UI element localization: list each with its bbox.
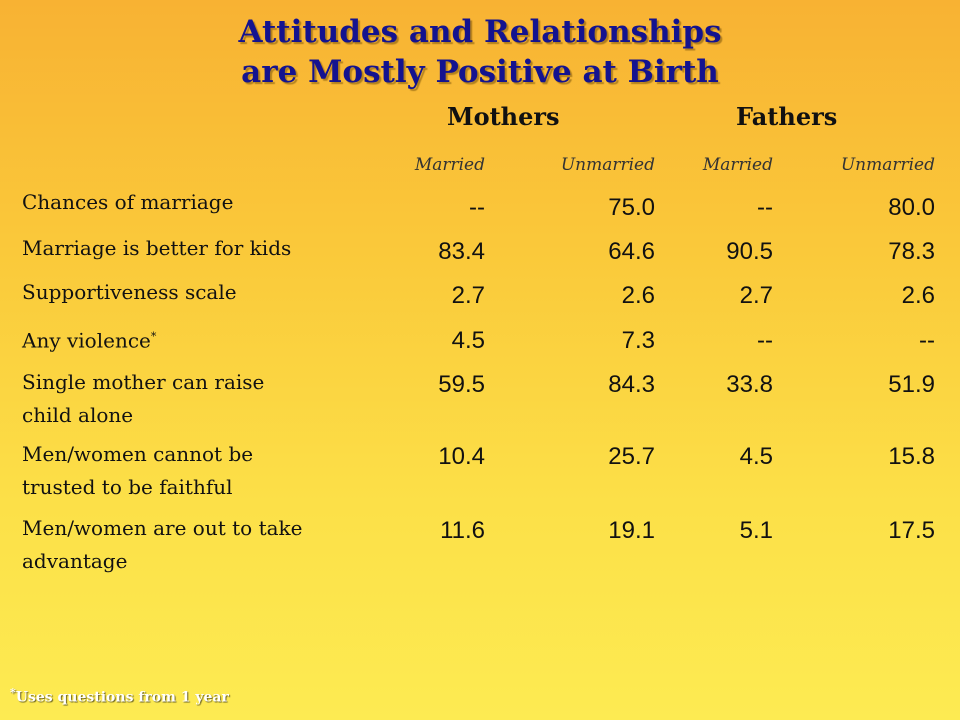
footnote-text: Uses questions from 1 year bbox=[15, 689, 229, 706]
cell-r5-mothers-married: 59.5 bbox=[438, 371, 485, 398]
cell-r3-mothers-married: 2.7 bbox=[451, 282, 485, 309]
group-header-mothers: Mothers bbox=[447, 102, 560, 131]
cell-r2-fathers-unmarried: 78.3 bbox=[888, 238, 935, 265]
cell-r7-fathers-married: 5.1 bbox=[739, 517, 773, 544]
row-label-chances-of-marriage: Chances of marriage bbox=[22, 190, 234, 214]
cell-r4-fathers-unmarried: -- bbox=[919, 327, 935, 354]
cell-r6-fathers-married: 4.5 bbox=[739, 443, 773, 470]
row-label-supportiveness-scale: Supportiveness scale bbox=[22, 280, 237, 304]
row-label-line: advantage bbox=[22, 549, 128, 573]
subheader-mothers-married: Married bbox=[414, 155, 485, 175]
cell-r5-mothers-unmarried: 84.3 bbox=[608, 371, 655, 398]
footnote: *Uses questions from 1 year bbox=[10, 686, 229, 706]
row-label-line: Men/women are out to take bbox=[22, 516, 303, 540]
subheader-mothers-unmarried: Unmarried bbox=[560, 155, 655, 175]
row-label-text: Any violence bbox=[22, 328, 151, 353]
group-header-fathers: Fathers bbox=[736, 102, 838, 131]
subheader-fathers-unmarried: Unmarried bbox=[840, 155, 935, 175]
row-label-cannot-be-trusted: Men/women cannot be trusted to be faithfu… bbox=[22, 438, 367, 504]
cell-r3-fathers-married: 2.7 bbox=[739, 282, 773, 309]
row-label-line: child alone bbox=[22, 403, 134, 427]
cell-r6-fathers-unmarried: 15.8 bbox=[888, 443, 935, 470]
row-label-any-violence: Any violence* bbox=[22, 320, 367, 358]
row-label-single-mother-can-raise: Single mother can raise child alone bbox=[22, 366, 367, 432]
cell-r2-mothers-unmarried: 64.6 bbox=[608, 238, 655, 265]
cell-r7-mothers-unmarried: 19.1 bbox=[608, 517, 655, 544]
row-label-line: Men/women cannot be bbox=[22, 442, 254, 466]
row-label-line: trusted to be faithful bbox=[22, 475, 233, 499]
cell-r5-fathers-married: 33.8 bbox=[726, 371, 773, 398]
slide-title-line2: are Mostly Positive at Birth bbox=[241, 54, 719, 90]
cell-r2-fathers-married: 90.5 bbox=[726, 238, 773, 265]
cell-r6-mothers-married: 10.4 bbox=[438, 443, 485, 470]
cell-r4-fathers-married: -- bbox=[757, 327, 773, 354]
cell-r1-mothers-unmarried: 75.0 bbox=[608, 194, 655, 221]
cell-r7-fathers-unmarried: 17.5 bbox=[888, 517, 935, 544]
footnote-mark: * bbox=[10, 686, 16, 699]
row-label-line: Single mother can raise bbox=[22, 370, 265, 394]
cell-r1-fathers-married: -- bbox=[757, 194, 773, 221]
cell-r7-mothers-married: 11.6 bbox=[440, 517, 485, 544]
cell-r4-mothers-unmarried: 7.3 bbox=[621, 327, 655, 354]
cell-r6-mothers-unmarried: 25.7 bbox=[608, 443, 655, 470]
footnote-mark: * bbox=[150, 330, 157, 343]
cell-r5-fathers-unmarried: 51.9 bbox=[888, 371, 935, 398]
row-label-out-to-take-advantage: Men/women are out to take advantage bbox=[22, 512, 367, 578]
subheader-fathers-married: Married bbox=[702, 155, 773, 175]
cell-r4-mothers-married: 4.5 bbox=[451, 327, 485, 354]
cell-r3-fathers-unmarried: 2.6 bbox=[901, 282, 935, 309]
cell-r2-mothers-married: 83.4 bbox=[438, 238, 485, 265]
cell-r1-fathers-unmarried: 80.0 bbox=[888, 194, 935, 221]
cell-r1-mothers-married: -- bbox=[469, 194, 485, 221]
cell-r3-mothers-unmarried: 2.6 bbox=[621, 282, 655, 309]
slide-title-line1: Attitudes and Relationships bbox=[238, 14, 722, 50]
row-label-marriage-better-for-kids: Marriage is better for kids bbox=[22, 236, 292, 260]
